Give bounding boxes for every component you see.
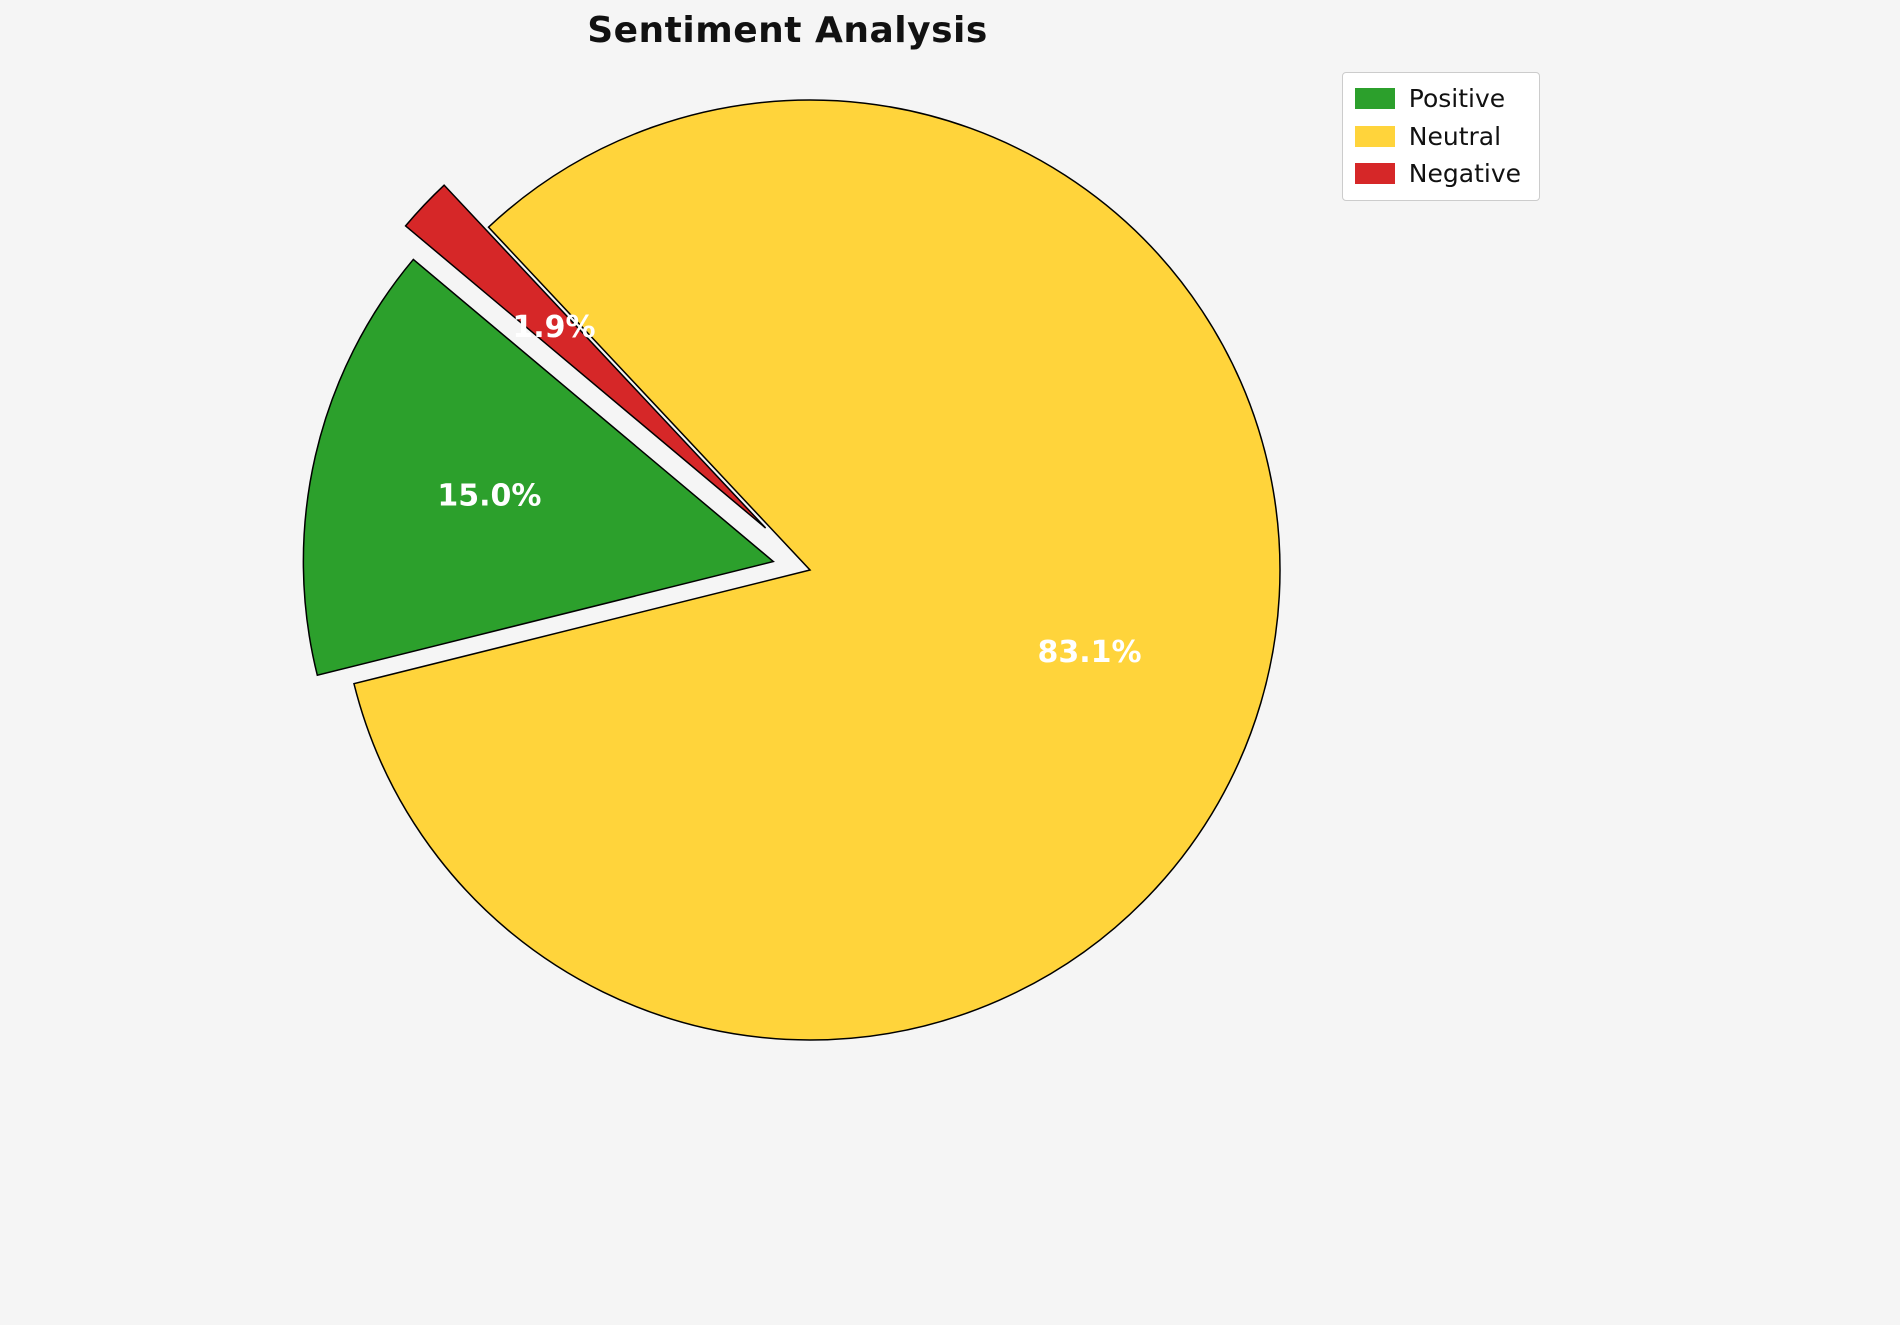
legend-item-positive: Positive <box>1354 84 1521 113</box>
legend-swatch-neutral <box>1354 125 1395 147</box>
legend-item-negative: Negative <box>1354 159 1521 188</box>
pie-slice-label-neutral: 83.1% <box>1037 635 1141 670</box>
pie-slice-positive <box>302 258 775 677</box>
legend-label-neutral: Neutral <box>1408 121 1502 151</box>
legend-item-neutral: Neutral <box>1354 121 1521 151</box>
chart-title: Sentiment Analysis <box>587 10 988 51</box>
pie-slice-label-positive: 15.0% <box>437 479 541 514</box>
pie-slice-negative <box>404 184 767 529</box>
legend: Positive Neutral Negative <box>1341 72 1540 201</box>
legend-label-positive: Positive <box>1408 84 1506 113</box>
legend-swatch-positive <box>1354 88 1395 110</box>
legend-label-negative: Negative <box>1408 159 1521 188</box>
pie-slice-neutral <box>353 99 1281 1041</box>
legend-swatch-negative <box>1354 163 1395 185</box>
pie-slice-label-negative: 1.9% <box>512 310 595 345</box>
